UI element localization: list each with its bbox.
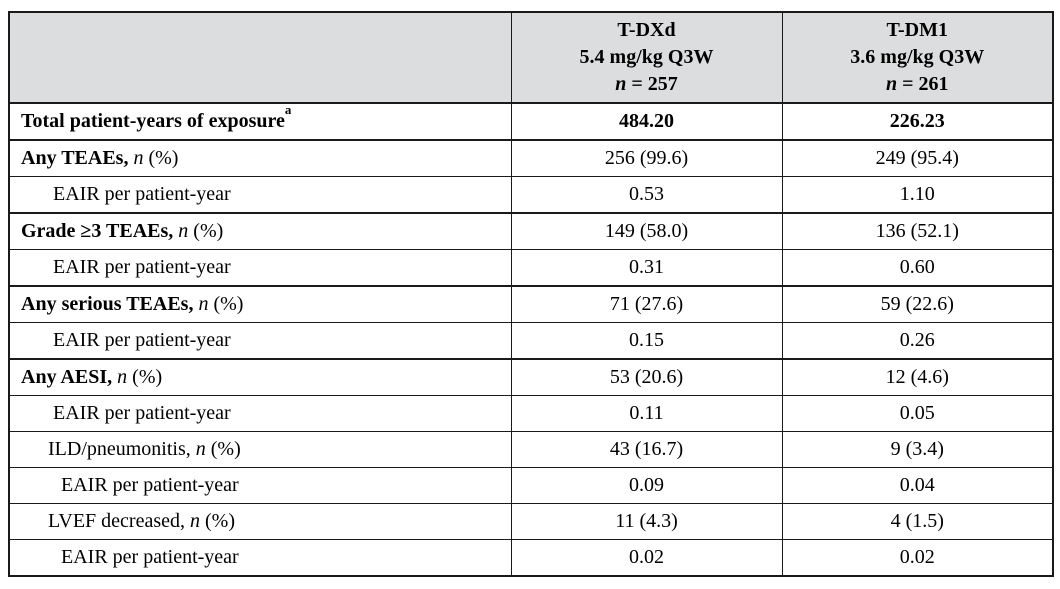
tdxd-n-count: n = 257	[615, 73, 678, 95]
row-label-eair-serious-teaes: EAIR per patient-year	[9, 322, 511, 359]
label-text: (%)	[127, 366, 163, 388]
label-text: ILD/pneumonitis,	[48, 438, 196, 460]
row-label-eair-grade-ge3: EAIR per patient-year	[9, 249, 511, 286]
row-label-eair-aesi: EAIR per patient-year	[9, 395, 511, 432]
table-row-eair-any-teaes: EAIR per patient-year 0.53 1.10	[9, 176, 1053, 213]
table-row-eair-grade-ge3: EAIR per patient-year 0.31 0.60	[9, 249, 1053, 286]
label-text: (%)	[143, 147, 179, 169]
label-text: EAIR per patient-year	[61, 474, 239, 496]
value-grade-ge3-teaes-col1: 149 (58.0)	[510, 212, 782, 250]
label-text: Any AESI,	[21, 366, 118, 388]
value-eair-grade-ge3-col2: 0.60	[781, 249, 1053, 286]
label-text: n	[190, 510, 200, 532]
row-label-any-serious-teaes: Any serious TEAEs, n (%)	[9, 285, 511, 323]
value-eair-aesi-col2: 0.05	[781, 395, 1053, 432]
value-lvef-decreased-col1: 11 (4.3)	[510, 503, 782, 540]
label-text: (%)	[208, 293, 244, 315]
value-lvef-decreased-col2: 4 (1.5)	[781, 503, 1053, 540]
value-ild-pneumonitis-col1: 43 (16.7)	[510, 431, 782, 468]
table-row-eair-lvef-decreased: EAIR per patient-year 0.02 0.02	[9, 539, 1053, 576]
label-text: (%)	[205, 438, 241, 460]
value-any-aesi-col1: 53 (20.6)	[510, 358, 782, 396]
tdm1-n-count: n = 261	[885, 73, 949, 95]
label-text: Total patient-years of exposure	[21, 110, 285, 132]
value-any-teaes-col2: 249 (95.4)	[781, 139, 1053, 177]
label-text: n	[133, 147, 144, 169]
row-label-eair-lvef-decreased: EAIR per patient-year	[9, 539, 511, 576]
row-label-any-teaes: Any TEAEs, n (%)	[9, 139, 511, 177]
footnote-marker: a	[284, 103, 292, 117]
table-row-grade-ge3-teaes: Grade ≥3 TEAEs, n (%) 149 (58.0) 136 (52.1…	[9, 212, 1053, 250]
label-text: EAIR per patient-year	[53, 402, 231, 424]
table-row-eair-aesi: EAIR per patient-year 0.11 0.05	[9, 395, 1053, 432]
row-label-eair-ild-pneumonitis: EAIR per patient-year	[9, 467, 511, 504]
header-col-tdxd: T-DXd 5.4 mg/kg Q3W n = 257	[510, 12, 782, 104]
table-row-eair-serious-teaes: EAIR per patient-year 0.15 0.26	[9, 322, 1053, 359]
value-eair-any-teaes-col2: 1.10	[781, 176, 1053, 213]
value-total-patient-years-col1: 484.20	[510, 102, 782, 140]
label-text: EAIR per patient-year	[53, 329, 231, 351]
header-col-tdm1: T-DM1 3.6 mg/kg Q3W n = 261	[781, 12, 1053, 104]
value-total-patient-years-col2: 226.23	[781, 102, 1053, 140]
label-text: (%)	[188, 220, 224, 242]
label-text: LVEF decreased,	[48, 510, 190, 532]
table-row-ild-pneumonitis: ILD/pneumonitis, n (%) 43 (16.7) 9 (3.4)	[9, 431, 1053, 468]
table-row-total-patient-years: Total patient-years of exposurea 484.20 22…	[9, 102, 1053, 140]
tdm1-drug-name: T-DM1	[886, 19, 948, 41]
value-any-teaes-col1: 256 (99.6)	[510, 139, 782, 177]
label-text: EAIR per patient-year	[53, 256, 231, 278]
label-text: n	[117, 366, 128, 388]
value-eair-any-teaes-col1: 0.53	[510, 176, 782, 213]
value-eair-lvef-decreased-col1: 0.02	[510, 539, 782, 576]
table-row-eair-ild-pneumonitis: EAIR per patient-year 0.09 0.04	[9, 467, 1053, 504]
value-any-serious-teaes-col1: 71 (27.6)	[510, 285, 782, 323]
value-eair-grade-ge3-col1: 0.31	[510, 249, 782, 286]
value-any-aesi-col2: 12 (4.6)	[781, 358, 1053, 396]
tdxd-dose: 5.4 mg/kg Q3W	[579, 46, 714, 68]
label-text: Any serious TEAEs,	[21, 293, 199, 315]
label-text: n	[195, 438, 206, 460]
safety-summary-table: T-DXd 5.4 mg/kg Q3W n = 257 T-DM1 3.6 mg…	[8, 11, 1054, 577]
header-row: T-DXd 5.4 mg/kg Q3W n = 257 T-DM1 3.6 mg…	[9, 12, 1053, 104]
value-ild-pneumonitis-col2: 9 (3.4)	[781, 431, 1053, 468]
row-label-grade-ge3-teaes: Grade ≥3 TEAEs, n (%)	[9, 212, 511, 250]
table-body: Total patient-years of exposurea 484.20 22…	[9, 102, 1053, 576]
table-row-any-aesi: Any AESI, n (%) 53 (20.6) 12 (4.6)	[9, 358, 1053, 396]
label-text: Any TEAEs,	[21, 147, 134, 169]
value-eair-lvef-decreased-col2: 0.02	[781, 539, 1053, 576]
label-text: EAIR per patient-year	[53, 183, 231, 205]
value-grade-ge3-teaes-col2: 136 (52.1)	[781, 212, 1053, 250]
label-text: n	[178, 220, 189, 242]
value-eair-serious-teaes-col2: 0.26	[781, 322, 1053, 359]
value-eair-ild-pneumonitis-col1: 0.09	[510, 467, 782, 504]
row-label-eair-any-teaes: EAIR per patient-year	[9, 176, 511, 213]
value-eair-ild-pneumonitis-col2: 0.04	[781, 467, 1053, 504]
table-row-any-teaes: Any TEAEs, n (%) 256 (99.6) 249 (95.4)	[9, 139, 1053, 177]
value-eair-serious-teaes-col1: 0.15	[510, 322, 782, 359]
tdm1-dose: 3.6 mg/kg Q3W	[850, 46, 985, 68]
table-row-lvef-decreased: LVEF decreased, n (%) 11 (4.3) 4 (1.5)	[9, 503, 1053, 540]
tdxd-drug-name: T-DXd	[617, 19, 676, 41]
header-corner-cell	[9, 12, 511, 104]
row-label-any-aesi: Any AESI, n (%)	[9, 358, 511, 396]
table-row-any-serious-teaes: Any serious TEAEs, n (%) 71 (27.6) 59 (22.…	[9, 285, 1053, 323]
label-text: Grade ≥3 TEAEs,	[21, 220, 179, 242]
label-text: EAIR per patient-year	[61, 546, 239, 568]
row-label-lvef-decreased: LVEF decreased, n (%)	[9, 503, 511, 540]
label-text: (%)	[200, 510, 235, 532]
row-label-total-patient-years: Total patient-years of exposurea	[9, 102, 511, 140]
label-text: n	[198, 293, 209, 315]
row-label-ild-pneumonitis: ILD/pneumonitis, n (%)	[9, 431, 511, 468]
table-header: T-DXd 5.4 mg/kg Q3W n = 257 T-DM1 3.6 mg…	[9, 12, 1053, 104]
value-any-serious-teaes-col2: 59 (22.6)	[781, 285, 1053, 323]
value-eair-aesi-col1: 0.11	[510, 395, 782, 432]
